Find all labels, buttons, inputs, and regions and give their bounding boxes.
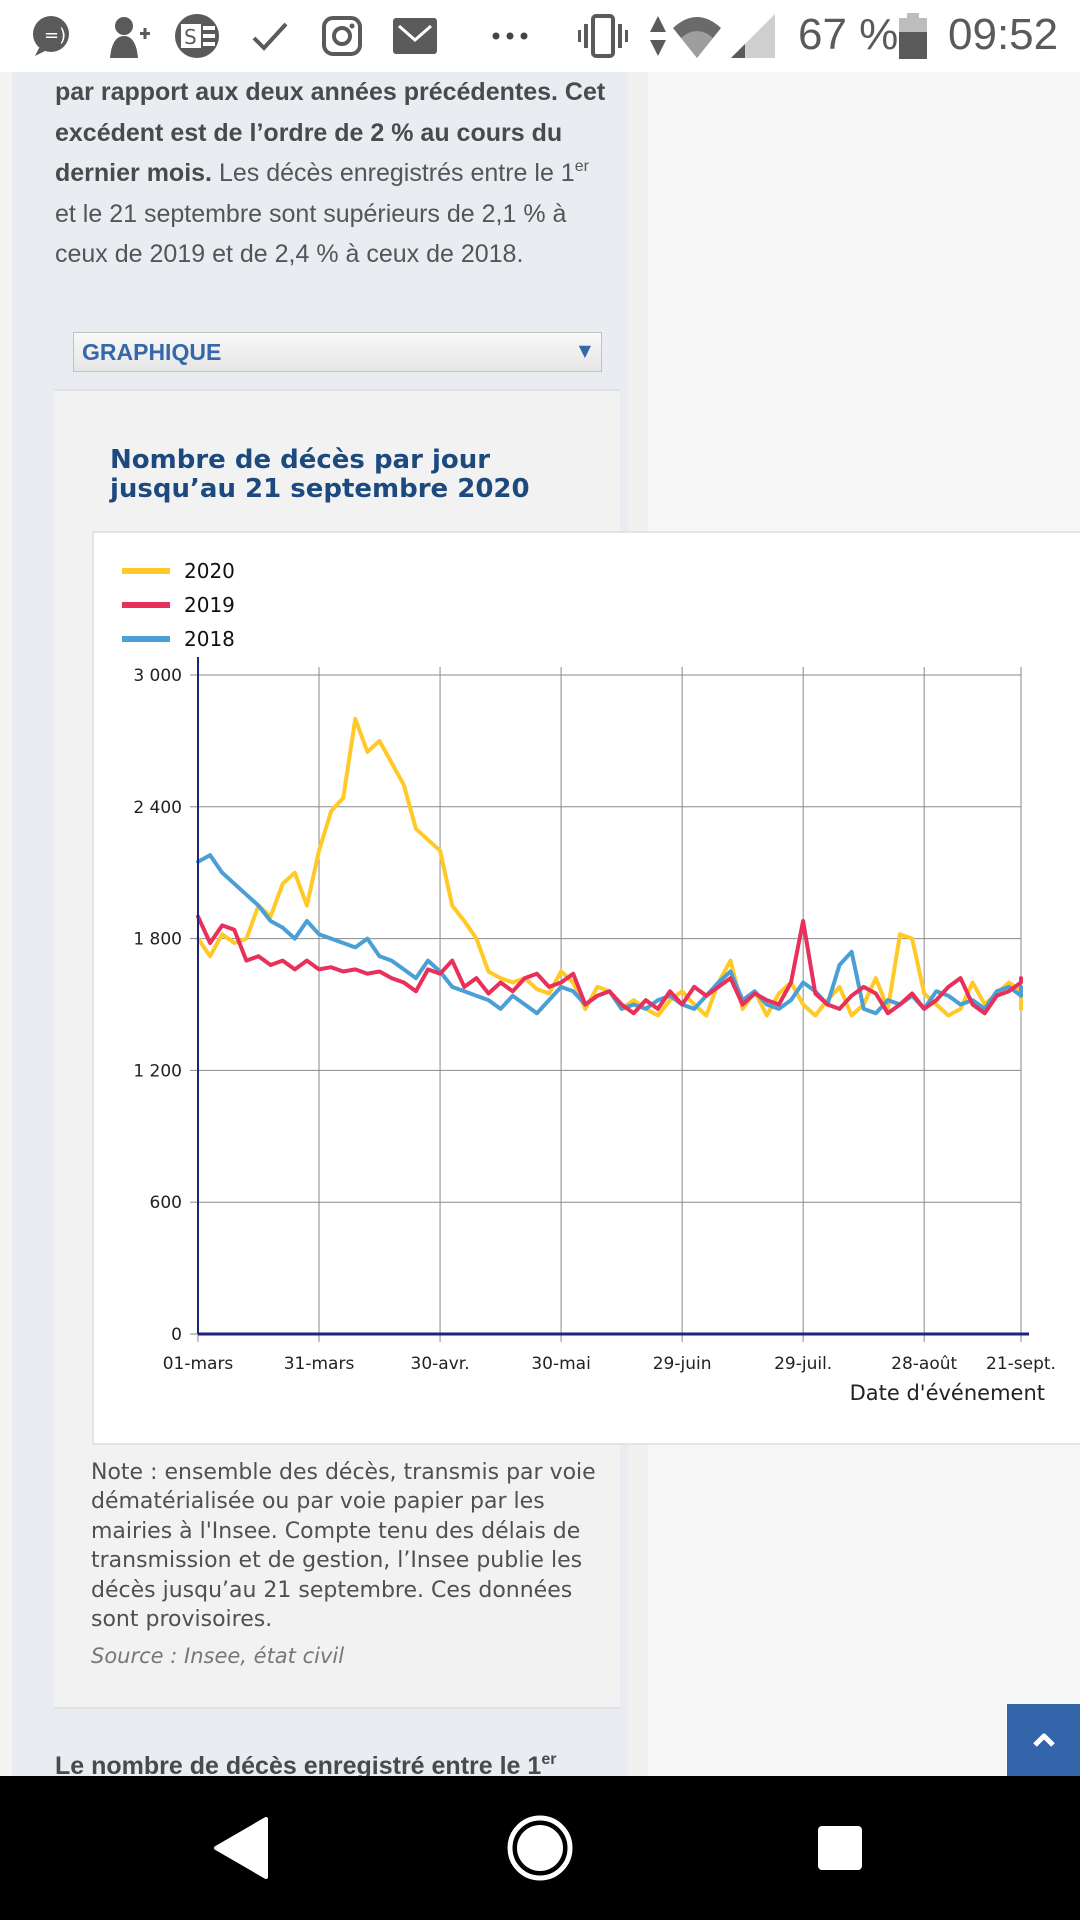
series-line-2020 [196, 716, 1023, 1018]
series-lines [196, 716, 1023, 1018]
intro-paragraph: par rapport aux deux années précédentes.… [55, 72, 615, 275]
y-tick-label: 3 000 [133, 666, 182, 686]
next-section-heading: Le nombre de décès enregistré entre le 1… [55, 1752, 615, 1781]
nav-recents-button[interactable] [810, 1812, 870, 1884]
x-tick-label: 21-sept. [986, 1354, 1056, 1374]
app-se-icon: S [172, 14, 222, 58]
line-chart: 0 600 1 200 1 800 2 400 3 000 01-mars 31-mars 30… [122, 559, 1056, 1405]
chart-title: Nombre de décès par jour jusqu’au 21 sep… [110, 445, 530, 504]
mail-icon [392, 14, 438, 58]
grid-lines [198, 667, 1022, 1334]
y-tick-label: 1 800 [133, 930, 182, 950]
status-bar: =) S 67 % 09:52 [0, 0, 1080, 72]
x-axis-label: Date d'événement [850, 1381, 1045, 1405]
intro-text: Les décès enregistrés entre le 1 [212, 159, 575, 187]
y-tick-label: 0 [171, 1325, 182, 1345]
check-icon [248, 14, 292, 58]
x-tick-label: 29-juil. [774, 1354, 832, 1374]
wifi-icon [672, 14, 722, 58]
chevron-up-icon [1032, 1733, 1055, 1747]
dropdown-arrow-icon: ▼ [578, 341, 591, 360]
nav-home-button[interactable] [500, 1806, 580, 1890]
series-line-2019 [196, 914, 1023, 1016]
data-arrows-icon [648, 14, 668, 58]
chart-source: Source : Insee, état civil [91, 1644, 345, 1668]
vibrate-icon [578, 14, 628, 58]
back-icon [214, 1817, 268, 1879]
x-tick-label: 29-juin [653, 1354, 712, 1374]
chart-note: Note : ensemble des décès, transmis par … [91, 1460, 596, 1633]
legend-label-2018: 2018 [184, 627, 235, 651]
legend: 2020 2019 2018 [122, 559, 235, 651]
legend-label-2020: 2020 [184, 559, 235, 583]
x-tick-label: 30-avr. [411, 1354, 470, 1374]
add-contact-icon [104, 14, 152, 58]
x-tick-label: 28-août [891, 1354, 957, 1374]
nav-back-button[interactable] [200, 1812, 280, 1884]
instagram-icon [320, 14, 364, 58]
more-dots-icon [488, 14, 532, 58]
signal-icon [730, 14, 776, 58]
y-tick-label: 600 [150, 1193, 182, 1213]
next-heading-text: Le nombre de décès enregistré entre le 1 [55, 1752, 542, 1780]
graph-select-dropdown[interactable]: GRAPHIQUE ▼ [73, 332, 602, 372]
chat-bubble-icon: =) [28, 14, 74, 58]
axes: 0 600 1 200 1 800 2 400 3 000 01-mars 31-mars 30… [133, 657, 1056, 1405]
chart-container [92, 531, 1080, 1445]
page-margin-left [0, 72, 12, 1776]
intro-bold-text: par rapport aux deux années précédentes.… [55, 78, 606, 187]
x-tick-label: 31-mars [284, 1354, 355, 1374]
svg-text:S: S [184, 25, 197, 49]
clock: 09:52 [948, 10, 1059, 59]
x-tick-label: 01-mars [163, 1354, 234, 1374]
battery-percent: 67 % [798, 10, 899, 59]
android-nav-bar [0, 1776, 1080, 1920]
home-icon [507, 1815, 573, 1881]
y-tick-label: 1 200 [133, 1061, 182, 1081]
select-value: GRAPHIQUE [82, 338, 222, 365]
intro-text-2: et le 21 septembre sont supérieurs de 2,… [55, 199, 567, 269]
y-tick-label: 2 400 [133, 798, 182, 818]
svg-text:=): =) [44, 25, 66, 46]
x-tick-label: 30-mai [531, 1354, 590, 1374]
next-heading-superscript: er [541, 1751, 557, 1768]
legend-label-2019: 2019 [184, 593, 235, 617]
intro-superscript: er [574, 158, 589, 175]
recents-icon [818, 1826, 862, 1870]
back-to-top-button[interactable] [1007, 1704, 1080, 1776]
battery-icon [898, 13, 928, 59]
